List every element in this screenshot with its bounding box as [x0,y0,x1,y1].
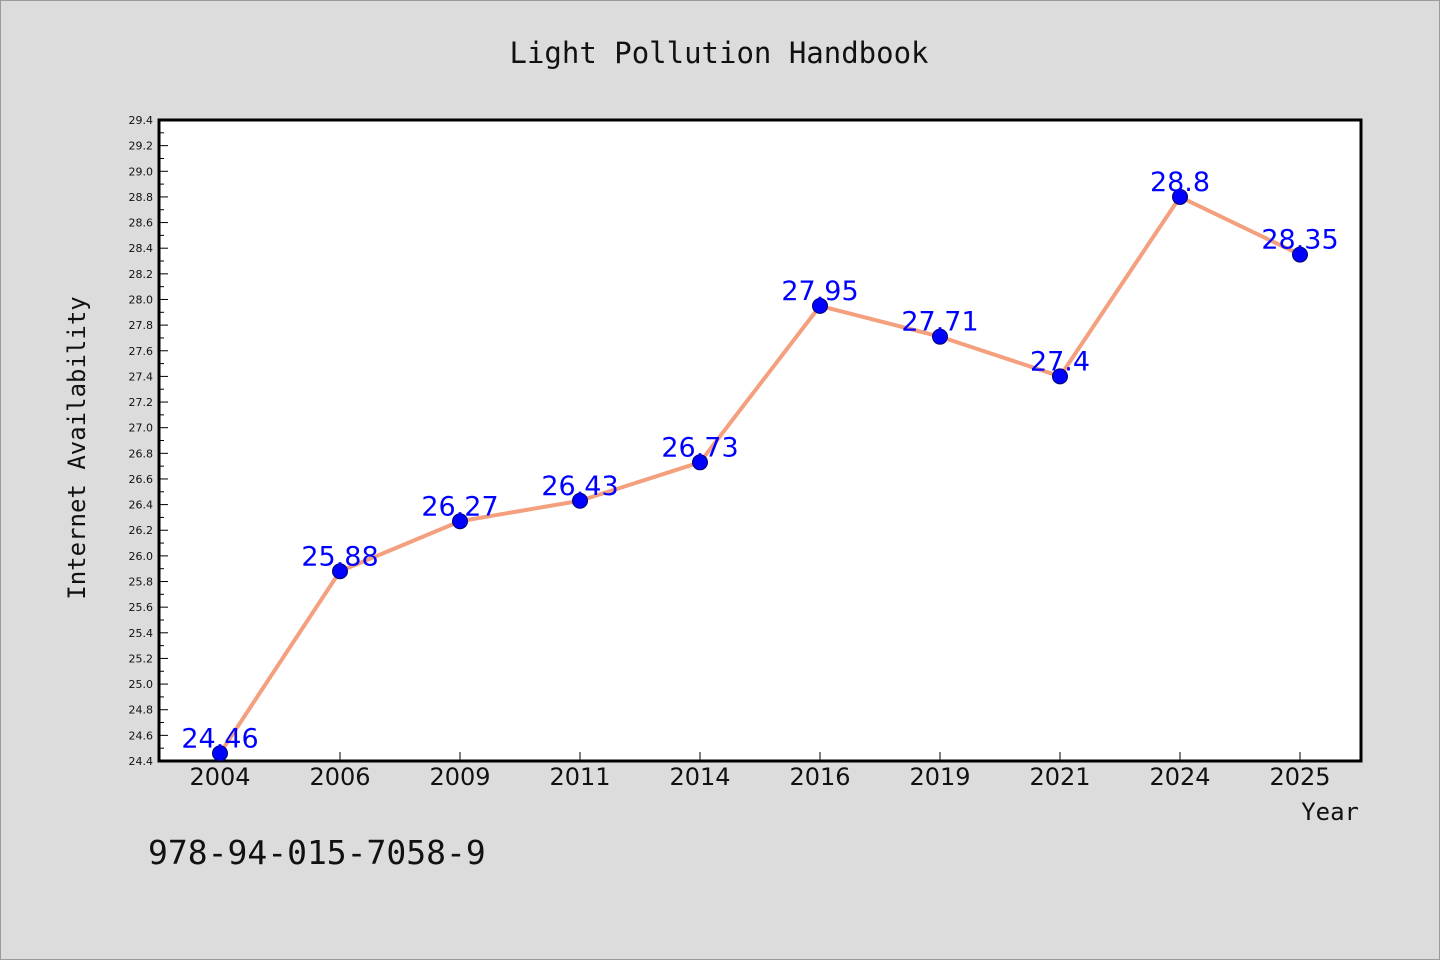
y-tick-label: 25.4 [129,627,154,640]
data-label: 26.73 [661,432,738,463]
data-point [692,454,708,471]
y-tick-label: 28.6 [129,217,154,230]
y-tick-label: 26.4 [129,499,154,512]
data-labels: 24.46 25.88 26.27 26.43 26.73 27.95 27.71 27.4 2… [181,167,1338,754]
x-tick-label: 2009 [429,763,490,791]
data-point [1052,368,1068,385]
data-point [212,745,228,762]
y-tick-label: 24.8 [129,704,154,717]
y-tick-label: 25.2 [129,652,154,665]
y-tick-label: 26.0 [129,550,154,563]
y-tick-label: 27.0 [129,422,154,435]
y-tick-label: 27.6 [129,345,154,358]
y-tick-label: 26.6 [129,473,154,486]
data-label: 25.88 [301,541,378,572]
data-point [932,328,948,345]
y-tick-label: 28.4 [129,242,154,255]
x-tick-label: 2019 [909,763,970,791]
data-label: 28.35 [1261,225,1338,256]
data-point [812,297,828,314]
series-line [218,194,1302,756]
x-tick-label: 2004 [189,763,250,791]
y-tick-label: 25.0 [129,678,154,691]
y-tick-label: 24.4 [129,755,154,768]
y-tick-label: 29.2 [129,140,154,153]
plot-area [157,118,1363,763]
y-tick-label: 27.2 [129,396,154,409]
data-point [1172,188,1188,205]
x-tick-label: 2006 [309,763,370,791]
x-axis-title: Year [1301,798,1359,826]
y-tick-label: 25.6 [129,601,154,614]
y-tick-label: 28.0 [129,293,154,306]
y-tick-label: 29.4 [129,114,154,127]
x-tick-label: 2025 [1269,763,1330,791]
y-tick-label: 28.2 [129,268,154,281]
data-point [452,513,468,530]
data-label: 24.46 [181,723,258,754]
y-tick-label: 25.8 [129,576,154,589]
x-tick-label: 2011 [549,763,610,791]
data-label: 27.4 [1030,346,1090,377]
y-tick-label: 28.8 [129,191,154,204]
data-point [332,563,348,580]
y-tick-label: 26.2 [129,524,154,537]
x-tick-label: 2021 [1029,763,1090,791]
y-tick-label: 26.8 [129,447,154,460]
isbn-text: 978-94-015-7058-9 [148,833,486,872]
data-label: 27.71 [901,307,978,338]
data-label: 26.27 [421,491,498,522]
chart-title: Light Pollution Handbook [509,36,929,70]
data-point [572,492,588,509]
data-point [1292,246,1308,263]
data-label: 27.95 [781,276,858,307]
data-markers [212,188,1308,762]
x-tick-label: 2016 [789,763,850,791]
data-label: 26.43 [541,471,618,502]
y-axis: 24.4 24.6 24.8 25.0 25.2 25.4 25.6 25.8 26.0 26.2… [129,114,168,768]
y-tick-label: 29.0 [129,165,154,178]
data-label: 28.8 [1150,167,1210,198]
y-axis-title: Internet Availability [63,296,91,599]
y-tick-label: 27.8 [129,319,154,332]
y-tick-label: 24.6 [129,729,154,742]
x-axis: 2004 2006 2009 2011 2014 2016 2019 2021 2024 2025 [189,752,1331,791]
series-line-group [218,194,1302,756]
x-tick-label: 2014 [669,763,730,791]
y-tick-label: 27.4 [129,370,154,383]
x-tick-label: 2024 [1149,763,1210,791]
